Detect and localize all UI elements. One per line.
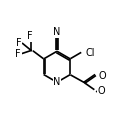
Text: F: F — [15, 49, 21, 59]
Text: F: F — [27, 31, 32, 41]
Text: O: O — [97, 71, 105, 81]
Text: Cl: Cl — [85, 48, 95, 58]
Text: O: O — [97, 86, 104, 96]
Text: N: N — [53, 27, 60, 37]
Text: N: N — [53, 77, 60, 87]
Text: F: F — [16, 38, 21, 49]
